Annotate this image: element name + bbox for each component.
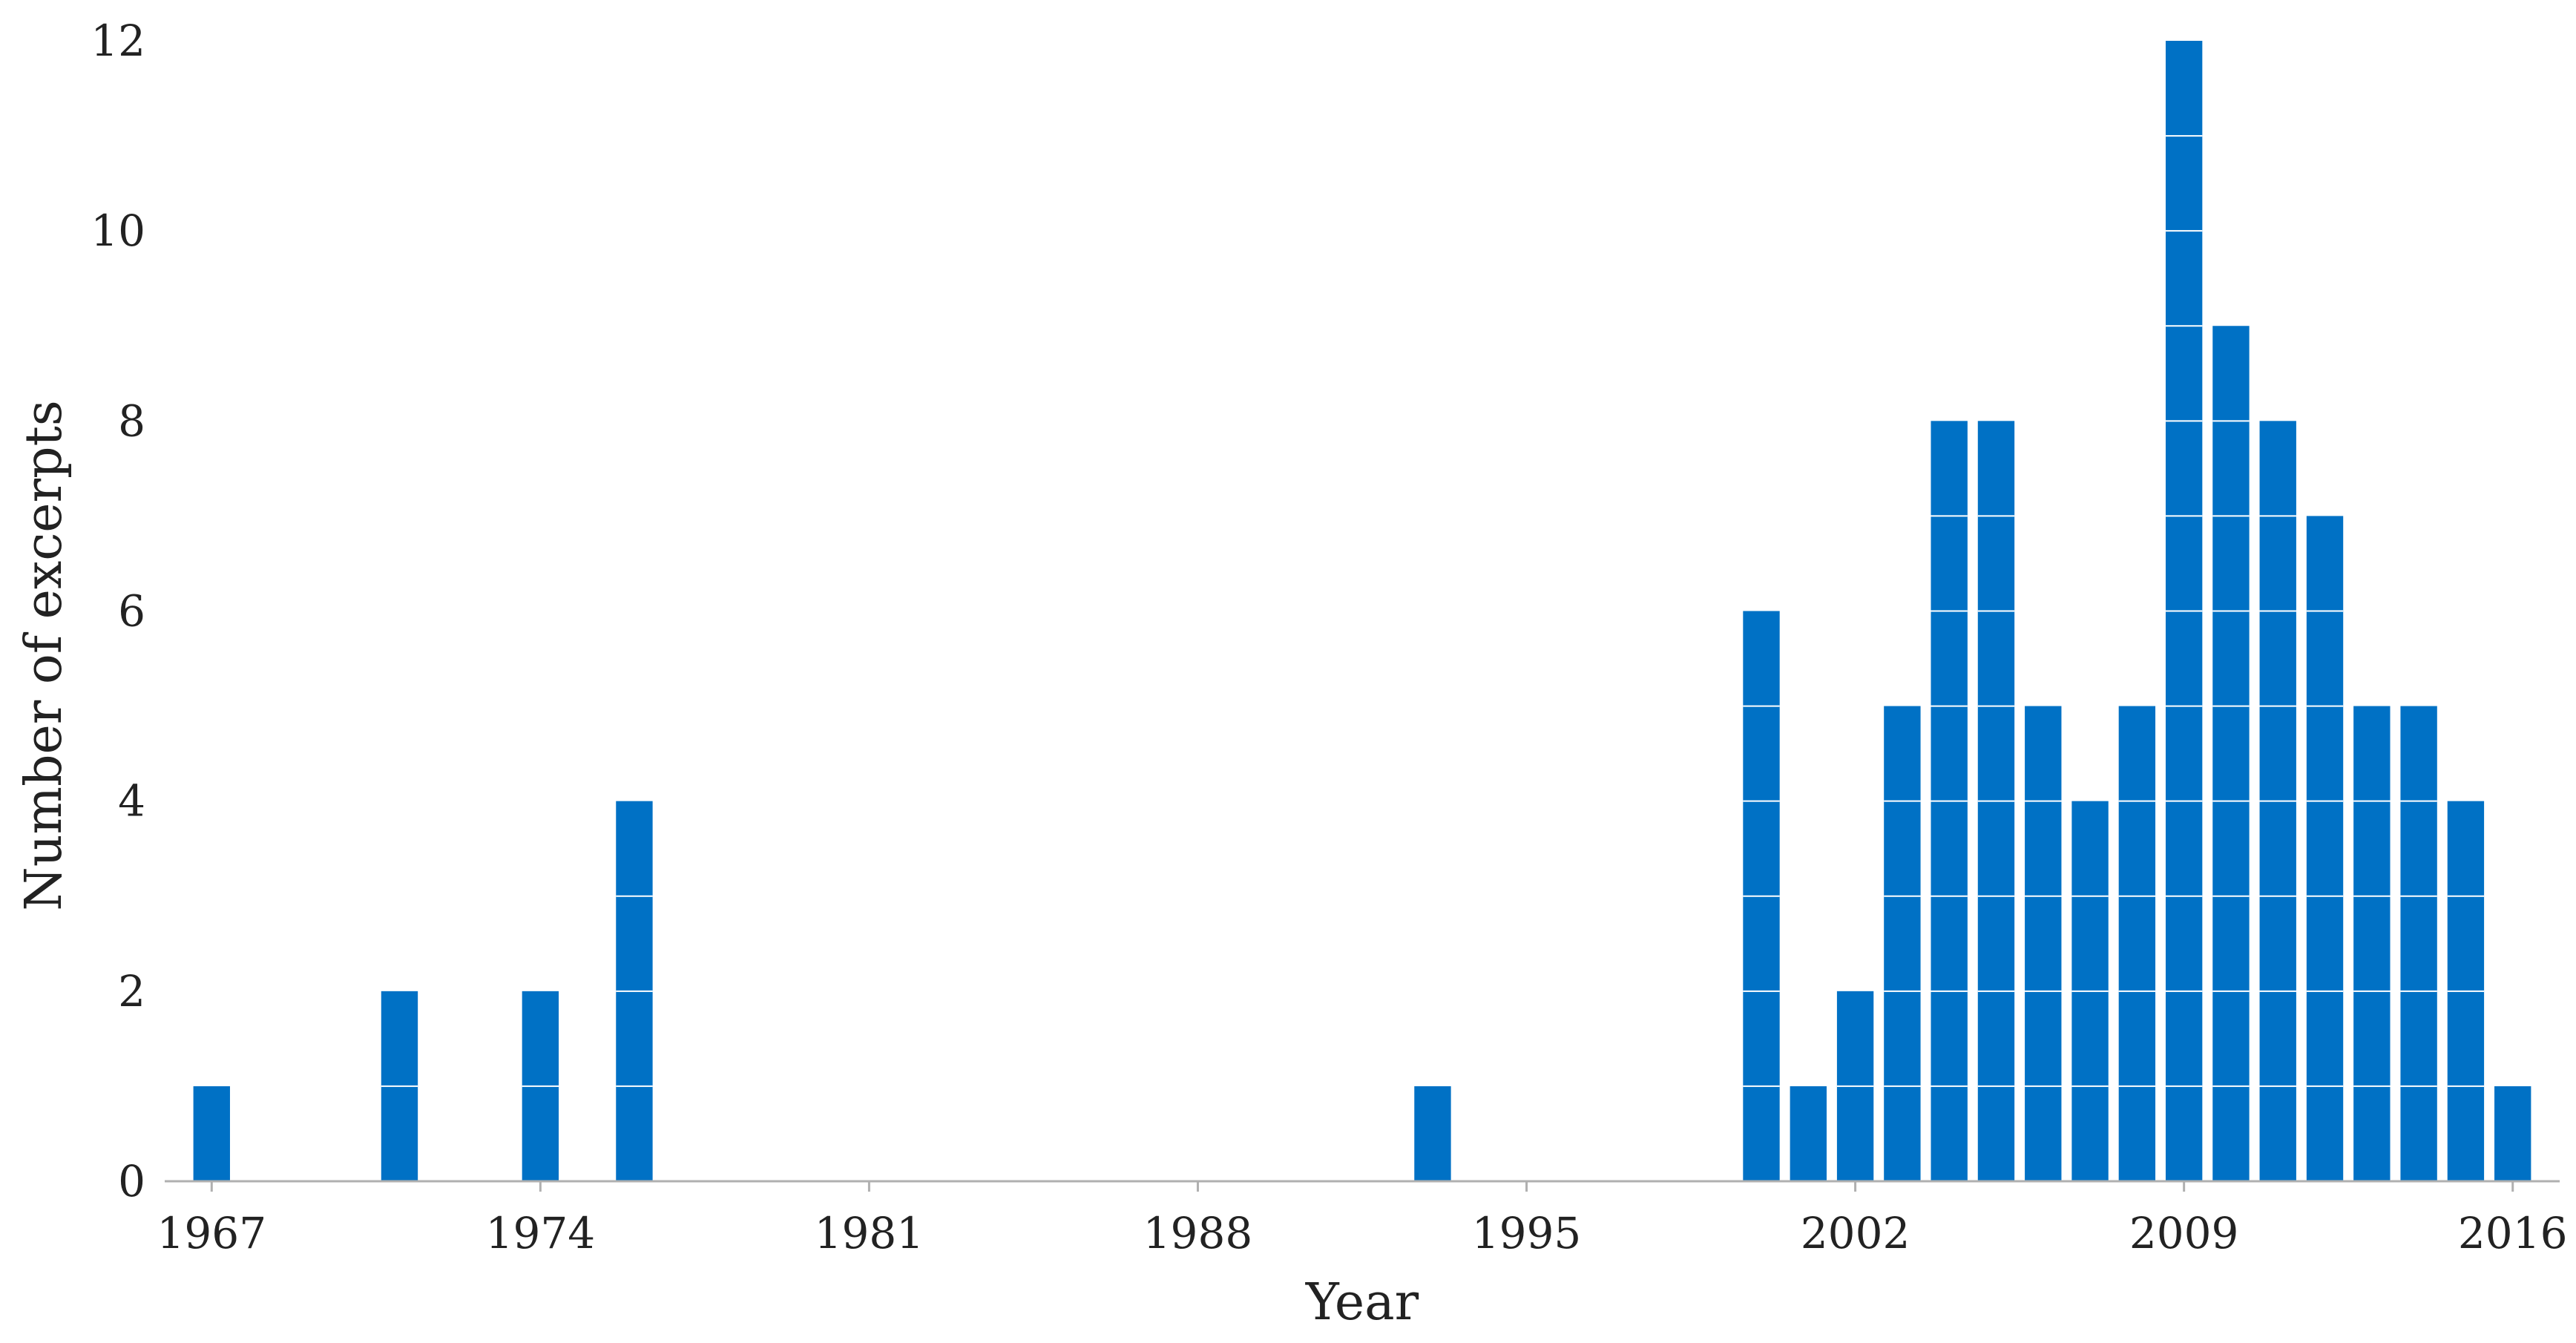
bar-rect xyxy=(2212,326,2250,1181)
bar-2010 xyxy=(2212,326,2250,1181)
bar-rect xyxy=(2306,516,2344,1181)
bar-2005 xyxy=(1977,421,2015,1182)
bars-group xyxy=(193,41,2531,1182)
x-axis-ticks: 1967 1974 1981 1988 1995 2002 2009 2016 xyxy=(157,1181,2568,1258)
y-tick-label: 0 xyxy=(118,1156,145,1206)
bar-2009 xyxy=(2165,41,2203,1181)
bar-2011 xyxy=(2259,421,2296,1182)
x-tick-label: 1967 xyxy=(157,1208,266,1258)
bar-rect xyxy=(193,1086,230,1181)
bar-2016 xyxy=(2494,1086,2531,1181)
y-axis-ticks: 0 2 4 6 8 10 12 xyxy=(91,16,145,1206)
bar-rect xyxy=(2400,706,2437,1181)
bar-2004 xyxy=(1931,421,1968,1182)
y-tick-label: 2 xyxy=(118,966,145,1017)
bar-2003 xyxy=(1884,706,1921,1181)
x-tick-label: 2016 xyxy=(2458,1208,2568,1258)
bar-2007 xyxy=(2071,801,2109,1181)
y-tick-label: 10 xyxy=(91,206,145,256)
bar-1993 xyxy=(1414,1086,1451,1181)
bar-rect xyxy=(2025,706,2062,1181)
bar-2008 xyxy=(2118,706,2156,1181)
x-tick-label: 1974 xyxy=(486,1208,596,1258)
bar-1974 xyxy=(522,991,559,1181)
x-tick-label: 1981 xyxy=(815,1208,924,1258)
bar-1971 xyxy=(381,991,418,1181)
y-tick-label: 12 xyxy=(91,16,145,66)
x-tick-label: 1988 xyxy=(1143,1208,1253,1258)
y-tick-label: 6 xyxy=(118,586,145,637)
x-axis-label: Year xyxy=(1305,1273,1419,1332)
bar-2014 xyxy=(2400,706,2437,1181)
bar-2012 xyxy=(2306,516,2344,1181)
bar-1967 xyxy=(193,1086,230,1181)
y-axis-label: Number of excerpts xyxy=(15,400,73,911)
bar-rect xyxy=(2494,1086,2531,1181)
bar-rect xyxy=(2118,706,2156,1181)
bar-rect xyxy=(1414,1086,1451,1181)
x-tick-label: 2009 xyxy=(2129,1208,2239,1258)
bar-2006 xyxy=(2025,706,2062,1181)
bar-2001 xyxy=(1790,1086,1827,1181)
bar-2013 xyxy=(2353,706,2391,1181)
y-tick-label: 4 xyxy=(118,776,145,827)
y-tick-label: 8 xyxy=(118,395,145,446)
bar-rect xyxy=(2353,706,2391,1181)
bar-2002 xyxy=(1836,991,1874,1181)
bar-rect xyxy=(1790,1086,1827,1181)
bar-2015 xyxy=(2447,801,2485,1181)
x-tick-label: 2002 xyxy=(1801,1208,1910,1258)
bar-rect xyxy=(1884,706,1921,1181)
x-tick-label: 1995 xyxy=(1472,1208,1582,1258)
bar-1976 xyxy=(616,801,653,1181)
bar-2000 xyxy=(1743,611,1780,1181)
